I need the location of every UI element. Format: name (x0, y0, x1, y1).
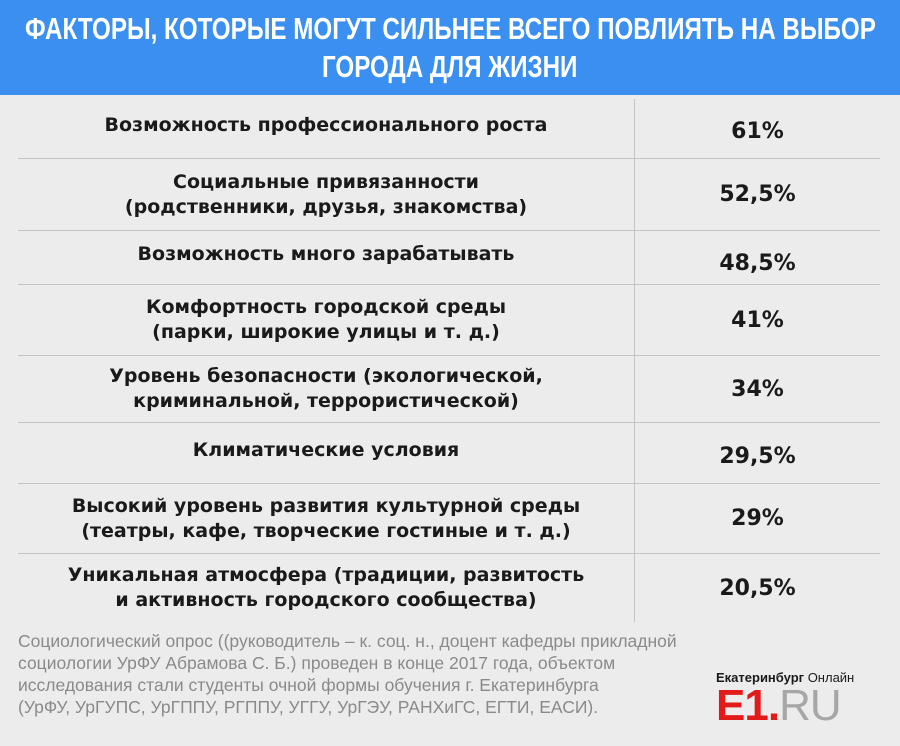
header-banner: ФАКТОРЫ, КОТОРЫЕ МОГУТ СИЛЬНЕЕ ВСЕГО ПОВ… (0, 0, 900, 95)
factor-label: Возможность много зарабатывать (137, 243, 515, 265)
percent-cell: 29% (731, 506, 784, 531)
factor-cell: Социальные привязанности (родственники, … (18, 159, 635, 230)
factor-label-detail: криминальной, террористической) (133, 390, 519, 412)
logo-wordmark: E1.RU (716, 683, 886, 729)
logo-suffix: Онлайн (807, 670, 855, 685)
percent-cell: 41% (731, 307, 784, 333)
percent-cell: 20,5% (719, 575, 796, 601)
logo-brand: E1 (716, 681, 769, 730)
logo-city: Екатеринбург (716, 670, 805, 685)
factor-label: Возможность профессионального роста (104, 114, 548, 136)
factor-label: Комфортность городской среды (145, 296, 507, 318)
e1-logo: Екатеринбург Онлайн E1.RU (716, 670, 886, 729)
table-row: Возможность много зарабатывать 48,5% (18, 231, 880, 285)
factor-label: Уровень безопасности (экологической, (109, 365, 543, 387)
logo-dot: . (767, 681, 780, 730)
factor-label: Уникальная атмосфера (традиции, развитос… (67, 564, 585, 586)
factor-label-detail: и активность городского сообщества) (115, 589, 537, 611)
factor-label-detail: (родственники, друзья, знакомства) (124, 195, 528, 218)
table-row: Социальные привязанности (родственники, … (18, 159, 880, 231)
factors-table: Возможность профессионального роста 61% … (18, 99, 880, 622)
factor-label: Высокий уровень развития культурной сред… (71, 494, 581, 517)
factor-cell: Возможность много зарабатывать (18, 231, 635, 284)
factor-cell: Возможность профессионального роста (18, 99, 635, 158)
percent-cell: 29,5% (719, 443, 796, 469)
footnote-line: исследования стали студенты очной формы … (18, 675, 599, 695)
factor-label: Климатические условия (192, 438, 460, 461)
source-footnote: Социологический опрос ((руководитель – к… (18, 630, 788, 718)
factor-label-detail: (театры, кафе, творческие гостиные и т. … (81, 519, 571, 542)
footnote-line: социологии УрФУ Абрамова С. Б.) проведен… (18, 653, 616, 673)
percent-cell: 48,5% (719, 251, 796, 276)
logo-tagline: Екатеринбург Онлайн (716, 670, 886, 685)
table-row: Уровень безопасности (экологической, кри… (18, 356, 880, 423)
page-title-line-1: ФАКТОРЫ, КОТОРЫЕ МОГУТ СИЛЬНЕЕ ВСЕГО ПОВ… (24, 10, 876, 46)
footnote-line: Социологический опрос ((руководитель – к… (18, 631, 677, 651)
percent-cell: 61% (731, 119, 784, 144)
table-row: Комфортность городской среды (парки, шир… (18, 285, 880, 356)
factor-label-detail: (парки, широкие улицы и т. д.) (152, 321, 500, 343)
footnote-line: (УрФУ, УрГУПС, УрГППУ, РГППУ, УГГУ, УрГЭ… (18, 697, 599, 717)
factor-cell: Высокий уровень развития культурной сред… (18, 484, 635, 553)
table-row: Уникальная атмосфера (традиции, развитос… (18, 554, 880, 622)
percent-cell: 34% (731, 376, 784, 402)
factor-label: Социальные привязанности (173, 170, 479, 193)
table-row: Высокий уровень развития культурной сред… (18, 484, 880, 554)
percent-cell: 52,5% (719, 182, 796, 207)
factor-cell: Уровень безопасности (экологической, кри… (18, 356, 635, 422)
page-title-line-2: ГОРОДА ДЛЯ ЖИЗНИ (322, 48, 578, 84)
factor-cell: Климатические условия (18, 423, 635, 483)
table-row: Возможность профессионального роста 61% (18, 99, 880, 159)
table-row: Климатические условия 29,5% (18, 423, 880, 484)
factor-cell: Уникальная атмосфера (традиции, развитос… (18, 554, 635, 622)
factor-cell: Комфортность городской среды (парки, шир… (18, 285, 635, 355)
logo-domain: RU (779, 681, 842, 730)
